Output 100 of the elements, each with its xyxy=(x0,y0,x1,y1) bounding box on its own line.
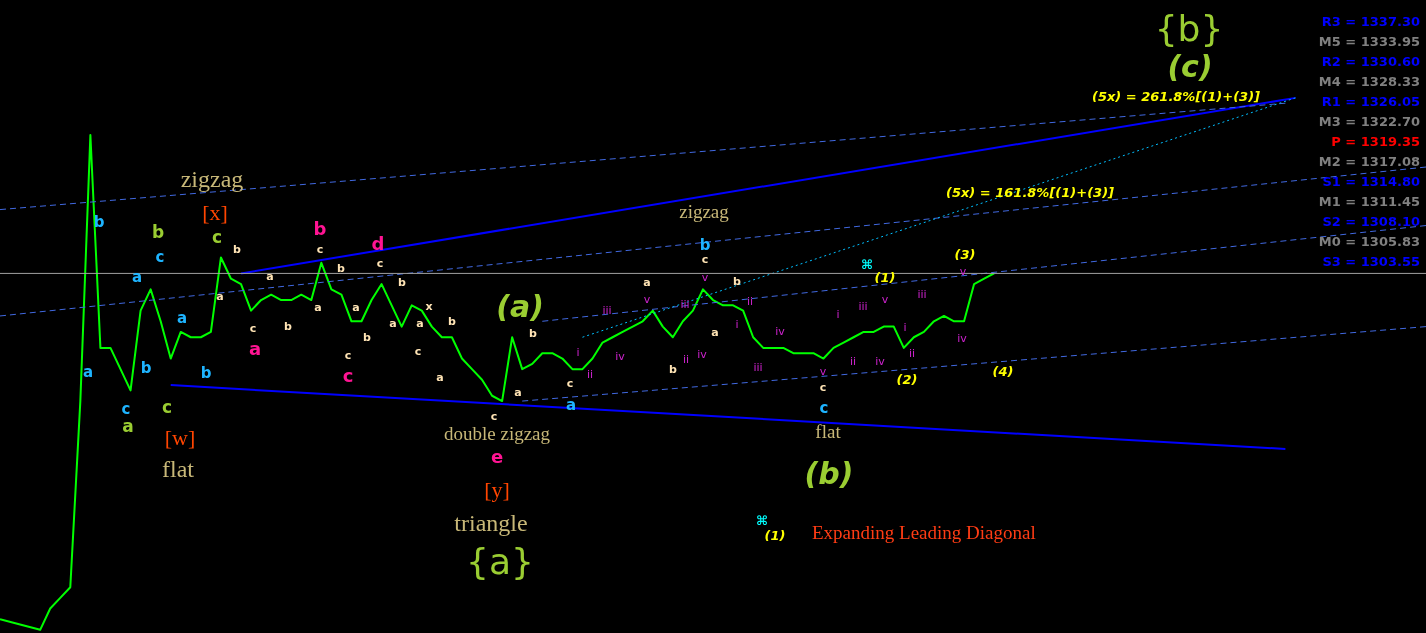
annotation: (4) xyxy=(992,364,1014,379)
annotation: v xyxy=(701,271,709,284)
annotation: ii xyxy=(586,368,594,381)
annotation: M2 = 1317.08 xyxy=(1318,154,1420,169)
annotation: iii xyxy=(602,304,612,317)
annotation: b xyxy=(363,331,372,344)
text: M4 = 1328.33 xyxy=(1318,74,1420,89)
annotation: i xyxy=(576,346,580,359)
annotation: flat xyxy=(815,421,842,442)
annotation: b xyxy=(233,243,242,256)
annotation: [y] xyxy=(484,477,510,502)
annotation: b xyxy=(733,275,742,288)
annotation: a xyxy=(389,317,397,330)
annotation: c xyxy=(155,248,165,266)
annotation: e xyxy=(490,446,504,467)
annotation: c xyxy=(701,253,709,266)
annotation: v xyxy=(819,365,827,378)
annotation: a xyxy=(352,301,360,314)
annotation: b xyxy=(151,222,165,242)
annotation: (1) xyxy=(874,270,896,285)
annotation: b xyxy=(313,218,327,239)
annotation: M3 = 1322.70 xyxy=(1318,114,1420,129)
annotation: (b) xyxy=(804,456,854,491)
annotation: b xyxy=(200,364,212,382)
annotation: flat xyxy=(162,456,195,482)
annotation: c xyxy=(414,345,422,358)
annotation: R1 = 1326.05 xyxy=(1321,94,1420,109)
annotation: iii xyxy=(753,361,763,374)
annotation: a xyxy=(436,371,444,384)
annotation: c xyxy=(161,397,173,417)
annotation: a xyxy=(82,363,94,381)
annotation: ⌘ xyxy=(860,257,874,272)
annotation: v xyxy=(643,293,651,306)
annotation: a xyxy=(131,268,143,286)
annotation: a xyxy=(711,326,719,339)
annotation: b xyxy=(448,315,457,328)
annotation: S1 = 1314.80 xyxy=(1322,174,1420,189)
annotation: a xyxy=(176,309,188,327)
annotation: zigzag xyxy=(180,166,244,192)
annotation: triangle xyxy=(454,510,528,536)
annotation: iv xyxy=(615,350,626,363)
annotation: b xyxy=(529,327,538,340)
annotation: x xyxy=(425,300,433,313)
annotation: ii xyxy=(682,353,690,366)
annotation: iii xyxy=(858,300,868,313)
annotation: zigzag xyxy=(679,201,730,222)
annotation: S2 = 1308.10 xyxy=(1322,214,1420,229)
annotation: b xyxy=(284,320,293,333)
annotation: a xyxy=(266,270,274,283)
annotation: v xyxy=(881,293,889,306)
annotation: c xyxy=(819,381,827,394)
annotation: (2) xyxy=(896,372,918,387)
annotation: d xyxy=(371,233,385,254)
annotation: c xyxy=(249,322,257,335)
annotation: c xyxy=(376,257,384,270)
annotation: iv xyxy=(697,348,708,361)
text: (c) xyxy=(1167,49,1213,84)
annotation: b xyxy=(337,262,346,275)
annotation: c xyxy=(819,399,829,417)
annotation: b xyxy=(398,276,407,289)
annotation: S3 = 1303.55 xyxy=(1322,254,1420,269)
annotation: c xyxy=(342,365,354,386)
annotation: ii xyxy=(908,347,916,360)
annotation: c xyxy=(211,227,223,247)
annotation: a xyxy=(122,416,134,436)
annotation: [x] xyxy=(202,200,228,225)
annotation: (3) xyxy=(954,247,976,262)
annotation: ii xyxy=(746,295,754,308)
annotation: i xyxy=(735,318,739,331)
annotation: ⌘ xyxy=(755,513,769,528)
annotation: M1 = 1311.45 xyxy=(1318,194,1420,209)
annotation: a xyxy=(514,386,522,399)
annotation: {a} xyxy=(466,541,534,582)
annotation: iv xyxy=(775,325,786,338)
text: R2 = 1330.60 xyxy=(1321,54,1420,69)
text: R3 = 1337.30 xyxy=(1321,14,1420,29)
annotation: a xyxy=(248,338,262,359)
annotation: c xyxy=(566,377,574,390)
text: M5 = 1333.95 xyxy=(1318,34,1420,49)
annotation: a xyxy=(216,290,224,303)
annotation: i xyxy=(836,308,840,321)
annotation: (1) xyxy=(764,528,786,543)
annotation: (5x) = 161.8%[(1)+(3)] xyxy=(945,185,1115,200)
annotation: b xyxy=(93,213,105,231)
annotation: iii xyxy=(917,288,927,301)
annotation: c xyxy=(316,243,324,256)
annotation: b xyxy=(140,359,152,377)
annotation: c xyxy=(490,410,498,423)
annotation: c xyxy=(344,349,352,362)
annotation: iv xyxy=(875,355,886,368)
annotation: P = 1319.35 xyxy=(1331,134,1420,149)
annotation: (a) xyxy=(496,289,544,324)
annotation: a xyxy=(416,317,424,330)
annotation: b xyxy=(669,363,678,376)
annotation: double zigzag xyxy=(443,423,551,444)
annotation: a xyxy=(643,276,651,289)
annotation: Expanding Leading Diagonal xyxy=(812,522,1036,543)
annotation: a xyxy=(314,301,322,314)
annotation: iv xyxy=(957,332,968,345)
annotation: b xyxy=(699,236,711,254)
